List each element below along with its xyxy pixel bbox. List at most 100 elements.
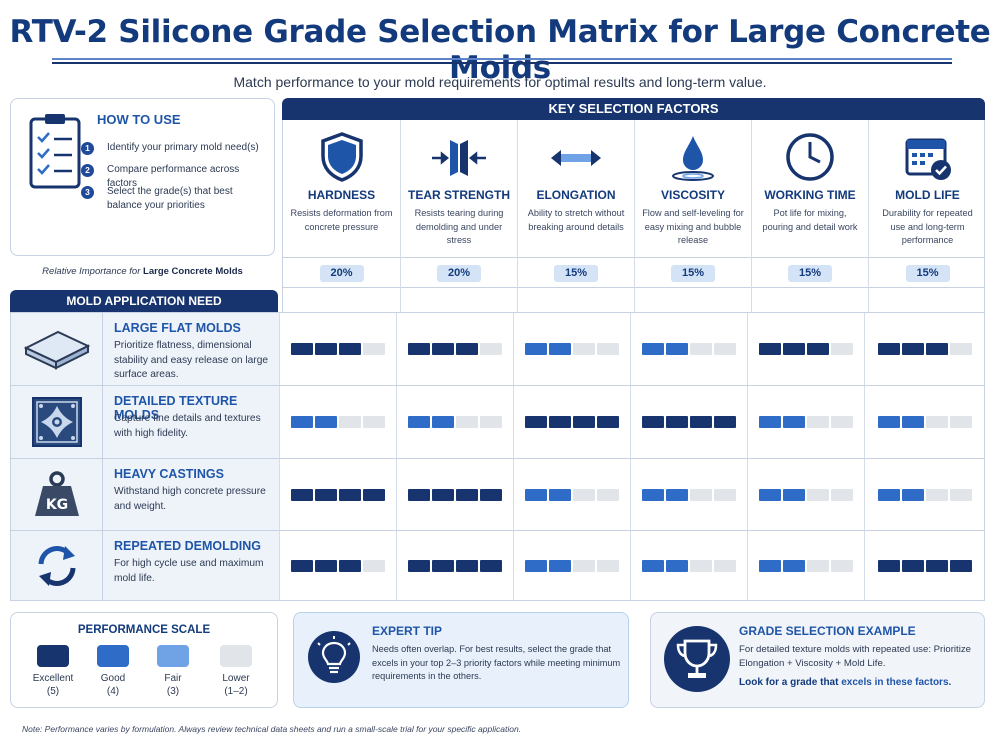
rating-cell xyxy=(396,459,513,530)
importance-badge: 15% xyxy=(554,265,598,282)
rating-cell xyxy=(513,313,630,385)
rating-segment xyxy=(549,343,571,355)
rating-segment xyxy=(877,488,900,501)
rating-segment xyxy=(666,343,688,355)
rating-segment xyxy=(597,488,619,501)
rating-segment xyxy=(363,416,385,428)
performance-scale-panel: PERFORMANCE SCALE Excellent (5) Good (4) F… xyxy=(10,612,278,708)
kg-weight-icon: KG xyxy=(34,470,79,516)
rating-bar xyxy=(408,488,502,501)
factor-description: Flow and self-leveling for easy mixing a… xyxy=(642,208,744,245)
rating-segment xyxy=(480,343,502,355)
scale-swatch xyxy=(220,645,252,667)
rating-segment xyxy=(549,416,571,428)
application-description: Capture fine details and textures with h… xyxy=(114,413,261,439)
factor-description: Durability for repeated use and long-ter… xyxy=(882,208,973,245)
rating-segment xyxy=(783,559,805,572)
rating-segment xyxy=(315,343,337,355)
rating-segment xyxy=(363,488,385,501)
rating-segment xyxy=(339,343,361,355)
lightbulb-icon xyxy=(308,631,360,683)
scale-score: (1–2) xyxy=(224,686,248,697)
rating-segment xyxy=(339,416,361,428)
clock-icon xyxy=(786,133,834,181)
rating-segment xyxy=(315,416,337,428)
trophy-icon xyxy=(664,626,730,692)
scale-score: (5) xyxy=(46,686,60,697)
callout-highlight: excels in these factors. xyxy=(841,677,952,688)
rating-segment xyxy=(363,559,385,572)
rating-segment xyxy=(925,559,948,572)
grade-example-panel: GRADE SELECTION EXAMPLE For detailed tex… xyxy=(650,612,985,708)
rating-segment xyxy=(339,488,361,501)
rating-bar xyxy=(877,488,972,501)
scale-swatch xyxy=(157,645,189,667)
rating-bar xyxy=(291,488,385,501)
rating-segment xyxy=(408,488,430,501)
application-row-repeated-demolding: REPEATED DEMOLDING For high cycle use an… xyxy=(10,531,985,601)
application-description: Prioritize flatness, dimensional stabili… xyxy=(114,340,269,380)
rating-segment xyxy=(783,343,805,355)
calendar-check-icon xyxy=(905,138,951,180)
rating-segment xyxy=(831,343,853,355)
rating-cell xyxy=(396,531,513,600)
page-subtitle: Match performance to your mold requireme… xyxy=(233,74,767,90)
rating-bar xyxy=(291,416,385,428)
rating-cell xyxy=(747,313,864,385)
rating-segment xyxy=(315,488,337,501)
rating-segment xyxy=(432,343,454,355)
rating-bar xyxy=(877,343,972,355)
rating-cell xyxy=(396,313,513,385)
rating-segment xyxy=(549,488,571,501)
rating-segment xyxy=(666,488,688,501)
importance-label-bold: Large Concrete Molds xyxy=(143,266,243,277)
rating-segment xyxy=(291,488,313,501)
rating-segment xyxy=(901,559,924,572)
scale-level-lower: Lower (1–2) xyxy=(206,645,266,698)
rating-segment xyxy=(480,559,502,572)
rating-cell xyxy=(513,531,630,600)
rating-segment xyxy=(949,488,972,501)
factor-name: ELONGATION xyxy=(536,188,616,202)
rating-segment xyxy=(901,488,924,501)
step-text: Identify your primary mold need(s) xyxy=(107,142,259,153)
rating-segment xyxy=(573,559,595,572)
factor-name: TEAR STRENGTH xyxy=(408,188,510,202)
rating-segment xyxy=(949,416,972,428)
rating-segment xyxy=(480,416,502,428)
rating-cell xyxy=(279,313,396,385)
rating-segment xyxy=(291,416,313,428)
rating-segment xyxy=(408,416,430,428)
importance-row: 20% 20% 15% 15% 15% 15% xyxy=(282,258,985,288)
stretch-arrows-icon xyxy=(551,150,601,166)
rating-segment xyxy=(456,416,478,428)
rating-segment xyxy=(291,343,313,355)
expert-tip-title: EXPERT TIP xyxy=(372,624,443,638)
rating-segment xyxy=(690,559,712,572)
application-name: LARGE FLAT MOLDS xyxy=(114,321,241,335)
application-description: For high cycle use and maximum mold life… xyxy=(114,558,264,584)
how-to-use-title: HOW TO USE xyxy=(97,112,181,127)
rating-segment xyxy=(456,343,478,355)
rating-bar xyxy=(759,488,853,501)
rating-bar xyxy=(642,343,736,355)
rating-bar xyxy=(408,343,502,355)
rating-segment xyxy=(759,559,781,572)
rating-cell xyxy=(864,531,984,600)
rating-segment xyxy=(901,416,924,428)
rating-segment xyxy=(783,488,805,501)
rating-segment xyxy=(642,559,664,572)
factor-name: WORKING TIME xyxy=(764,188,856,202)
rating-bar xyxy=(291,343,385,355)
rating-segment xyxy=(339,559,361,572)
clipboard-checklist-icon xyxy=(29,114,81,189)
rating-cell xyxy=(630,313,747,385)
rating-bar xyxy=(642,488,736,501)
rating-segment xyxy=(597,343,619,355)
rating-segment xyxy=(642,343,664,355)
performance-scale-title: PERFORMANCE SCALE xyxy=(77,624,211,636)
grade-example-title: GRADE SELECTION EXAMPLE xyxy=(739,624,916,638)
rating-segment xyxy=(714,343,736,355)
rating-cell xyxy=(279,531,396,600)
scale-label: Lower xyxy=(222,673,250,684)
